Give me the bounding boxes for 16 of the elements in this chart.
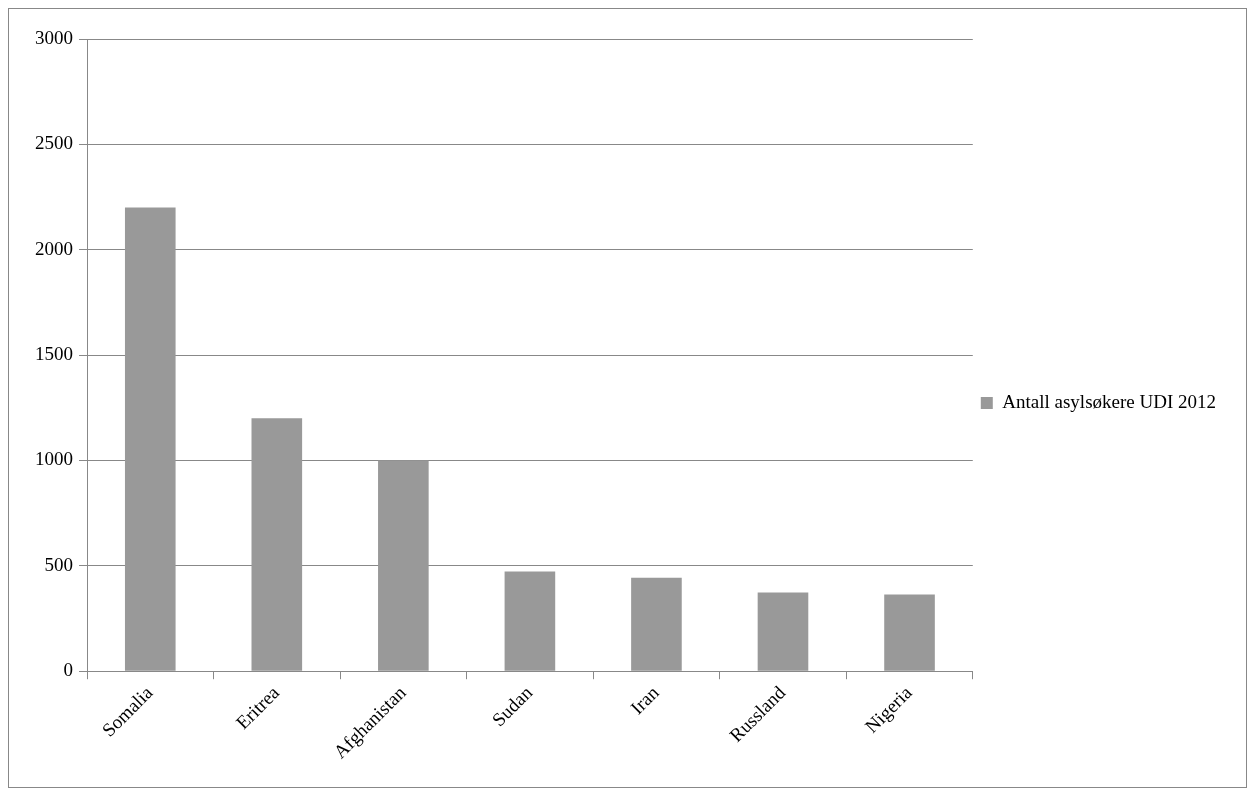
y-tick-label: 1500	[35, 343, 73, 365]
y-tick-label: 3000	[35, 26, 73, 48]
bar	[631, 577, 682, 671]
bar	[124, 207, 176, 671]
y-tick-label: 1000	[35, 448, 73, 470]
x-tick-label: Iran	[626, 681, 664, 719]
bar	[504, 571, 556, 671]
legend-label: Antall asylsøkere UDI 2012	[1002, 390, 1217, 412]
bar	[757, 592, 809, 671]
y-tick-label: 2000	[35, 237, 73, 259]
bar	[378, 460, 429, 671]
bar	[251, 418, 303, 671]
bar	[884, 594, 935, 671]
y-tick-label: 500	[44, 553, 73, 575]
y-tick-label: 2500	[35, 132, 73, 154]
y-tick-label: 0	[63, 659, 73, 681]
